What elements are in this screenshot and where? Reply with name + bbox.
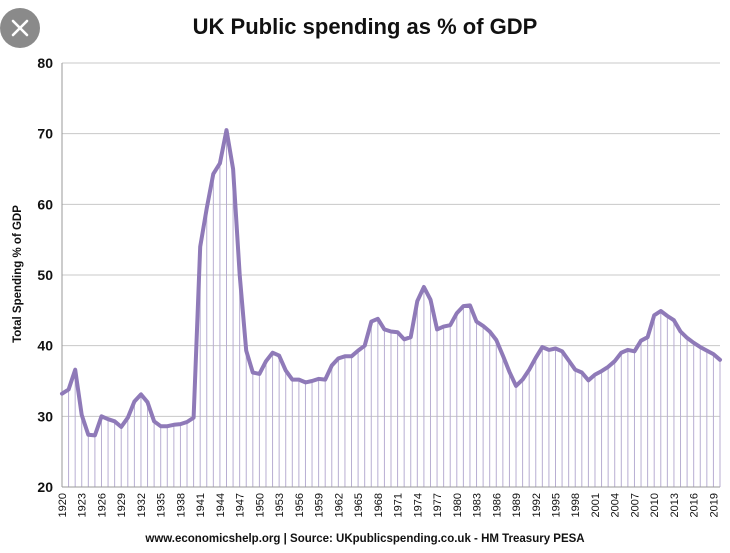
y-tick-label: 70 bbox=[37, 126, 53, 142]
axes bbox=[61, 63, 720, 488]
x-tick-label: 1932 bbox=[136, 493, 148, 517]
x-tick-label: 2019 bbox=[708, 493, 720, 517]
x-tick-label: 1980 bbox=[452, 493, 464, 517]
x-tick-label: 1950 bbox=[254, 493, 266, 517]
y-tick-label: 20 bbox=[37, 479, 53, 495]
x-tick-label: 1965 bbox=[353, 493, 365, 517]
x-tick-label: 1938 bbox=[175, 493, 187, 517]
x-tick-label: 1947 bbox=[235, 493, 247, 517]
x-tick-label: 2013 bbox=[669, 493, 681, 517]
series-line bbox=[60, 128, 722, 438]
y-tick-label: 50 bbox=[37, 267, 53, 283]
x-tick-label: 1935 bbox=[156, 493, 168, 517]
y-tick-label: 80 bbox=[37, 55, 53, 71]
x-tick-label: 1992 bbox=[531, 493, 543, 517]
x-tick-label: 2004 bbox=[610, 493, 622, 517]
chart-title: UK Public spending as % of GDP bbox=[192, 14, 538, 39]
x-tick-label: 2010 bbox=[649, 493, 661, 517]
x-tick-label: 1923 bbox=[77, 493, 89, 517]
series-line-layer bbox=[60, 128, 722, 438]
x-tick-label: 1974 bbox=[412, 493, 424, 517]
x-tick-label: 1926 bbox=[97, 493, 109, 517]
x-tick-label: 1956 bbox=[294, 493, 306, 517]
source-note: www.economicshelp.org | Source: UKpublic… bbox=[145, 533, 585, 545]
x-tick-label: 1989 bbox=[511, 493, 523, 517]
drop-lines bbox=[61, 130, 721, 487]
y-axis-label: Total Spending % of GDP bbox=[12, 205, 24, 343]
x-tick-label: 1971 bbox=[393, 493, 405, 517]
x-tick-label: 1998 bbox=[570, 493, 582, 517]
x-tick-label: 1986 bbox=[491, 493, 503, 517]
y-tick-label: 30 bbox=[37, 408, 53, 424]
close-button[interactable] bbox=[0, 8, 40, 48]
y-tick-labels: 20 30 40 50 60 70 80 bbox=[37, 55, 53, 495]
x-tick-label: 1959 bbox=[314, 493, 326, 517]
x-tick-label: 1920 bbox=[57, 493, 69, 517]
x-tick-label: 2016 bbox=[689, 493, 701, 517]
y-tick-label: 60 bbox=[37, 196, 53, 212]
x-tick-label: 1944 bbox=[215, 493, 227, 517]
y-tick-label: 40 bbox=[37, 338, 53, 354]
x-tick-label: 2007 bbox=[630, 493, 642, 517]
x-tick-label: 1995 bbox=[551, 493, 563, 517]
x-tick-label: 1968 bbox=[373, 493, 385, 517]
x-tick-label: 2001 bbox=[590, 493, 602, 517]
x-tick-label: 1929 bbox=[116, 493, 128, 517]
x-tick-label: 1941 bbox=[195, 493, 207, 517]
x-tick-label: 1953 bbox=[274, 493, 286, 517]
x-tick-label: 1962 bbox=[333, 493, 345, 517]
x-tick-labels: 1920 1923 1926 1929 1932 1935 1938 1941 1944 1947… bbox=[57, 493, 720, 517]
close-icon bbox=[11, 19, 29, 37]
x-tick-label: 1983 bbox=[472, 493, 484, 517]
x-tick-label: 1977 bbox=[432, 493, 444, 517]
